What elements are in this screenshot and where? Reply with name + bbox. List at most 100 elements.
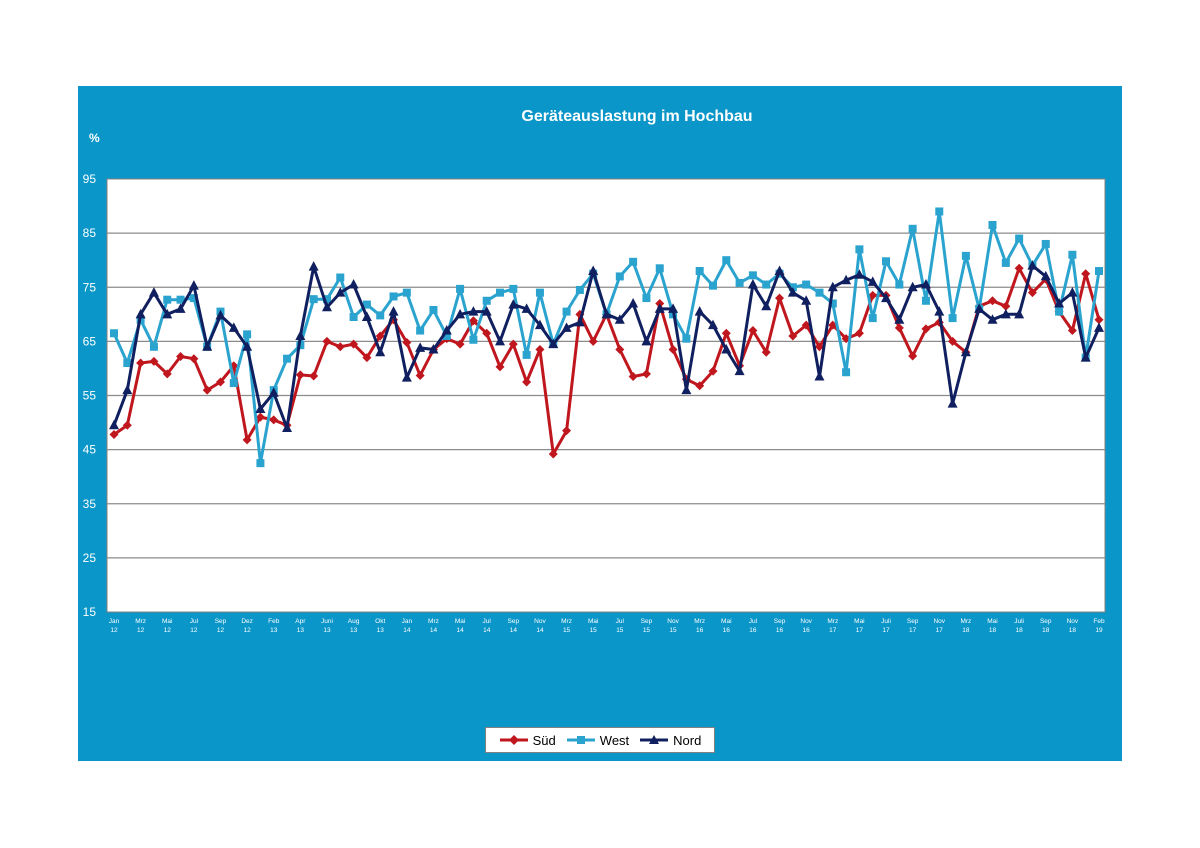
x-tick-label-year: 18 — [989, 627, 997, 634]
x-tick-label-year: 18 — [962, 627, 970, 634]
point-west — [243, 330, 252, 339]
x-tick-label-year: 14 — [483, 627, 491, 634]
point-west — [402, 288, 411, 297]
y-axis-unit: % — [89, 131, 100, 145]
point-west — [961, 251, 970, 260]
point-nord — [574, 316, 585, 327]
legend-marker-west — [566, 736, 595, 744]
point-nord — [747, 279, 758, 289]
point-nord — [441, 325, 452, 335]
x-tick-label-year: 18 — [1069, 627, 1077, 634]
point-sued — [189, 354, 199, 364]
point-west — [855, 245, 864, 254]
point-nord — [827, 281, 838, 292]
x-tick-label-year: 14 — [430, 627, 438, 634]
x-tick-label-year: 15 — [643, 627, 651, 634]
point-nord — [455, 308, 466, 319]
point-west — [748, 271, 757, 280]
point-sued — [921, 324, 931, 334]
x-tick-label-year: 16 — [803, 627, 811, 634]
point-nord — [135, 308, 146, 319]
point-nord — [920, 279, 931, 289]
point-sued — [562, 426, 572, 436]
point-sued — [988, 296, 998, 306]
legend-marker-sued — [499, 735, 528, 745]
point-nord — [1040, 270, 1051, 281]
x-tick-label-year: 12 — [164, 627, 172, 634]
point-nord — [428, 343, 439, 354]
point-west — [655, 264, 664, 273]
point-sued — [295, 370, 305, 380]
x-tick-label-year: 13 — [377, 627, 385, 634]
point-nord — [841, 274, 852, 285]
x-tick-label-year: 19 — [1095, 627, 1103, 634]
point-sued — [788, 331, 798, 341]
x-tick-label-month: Apr — [295, 618, 306, 625]
point-west — [802, 280, 811, 289]
point-nord — [375, 346, 386, 357]
point-sued — [335, 342, 345, 352]
point-sued — [149, 356, 159, 366]
point-west — [189, 294, 198, 303]
point-nord — [1000, 308, 1011, 319]
point-nord — [974, 303, 985, 313]
point-sued — [415, 370, 425, 380]
point-nord — [335, 287, 346, 297]
point-west — [522, 350, 531, 359]
point-sued — [109, 429, 119, 439]
point-nord — [654, 303, 665, 313]
point-west — [935, 207, 944, 216]
point-nord — [534, 319, 545, 330]
point-nord — [814, 371, 825, 381]
point-nord — [614, 314, 625, 324]
point-nord — [188, 280, 199, 290]
point-sued — [522, 377, 532, 387]
x-tick-label-month: Nov — [534, 618, 546, 625]
x-tick-label-month: Jul — [616, 618, 625, 625]
point-west — [322, 295, 331, 304]
point-nord — [960, 346, 971, 357]
x-tick-label-month: Nov — [667, 618, 679, 625]
y-tick-label: 15 — [83, 605, 97, 619]
x-tick-label-year: 17 — [909, 627, 917, 634]
x-tick-label-month: Mrz — [428, 618, 439, 625]
x-tick-label-year: 14 — [456, 627, 464, 634]
x-tick-label-month: Jul — [483, 618, 492, 625]
x-tick-label-year: 15 — [590, 627, 598, 634]
point-west — [376, 311, 385, 320]
point-nord — [175, 303, 186, 313]
x-tick-label-month: Aug — [348, 618, 360, 625]
point-nord — [774, 265, 785, 276]
point-sued — [162, 369, 172, 379]
point-west — [988, 221, 997, 230]
point-sued — [455, 339, 465, 349]
point-nord — [282, 422, 293, 432]
point-west — [456, 284, 465, 293]
point-nord — [388, 306, 399, 316]
x-tick-label-year: 14 — [510, 627, 518, 634]
point-sued — [535, 344, 545, 354]
y-tick-label: 75 — [83, 280, 97, 294]
point-sued — [695, 381, 705, 391]
point-sued — [641, 369, 651, 379]
y-tick-label: 85 — [83, 226, 97, 240]
point-west — [629, 257, 638, 266]
series-group — [109, 207, 1104, 468]
point-nord — [162, 308, 173, 319]
x-tick-label-year: 15 — [563, 627, 571, 634]
point-sued — [948, 336, 958, 346]
x-tick-label-month: Jan — [109, 618, 120, 625]
point-west — [283, 354, 292, 363]
point-west — [1041, 239, 1050, 248]
point-sued — [775, 293, 785, 303]
point-sued — [868, 290, 878, 300]
point-west — [482, 296, 491, 305]
point-west — [110, 329, 118, 338]
point-nord — [561, 322, 572, 332]
point-west — [509, 284, 518, 293]
x-tick-label-month: Mai — [455, 618, 465, 625]
point-sued — [615, 344, 625, 354]
x-tick-label-year: 14 — [403, 627, 411, 634]
x-tick-label-month: Mai — [987, 618, 997, 625]
point-west — [1095, 267, 1103, 276]
